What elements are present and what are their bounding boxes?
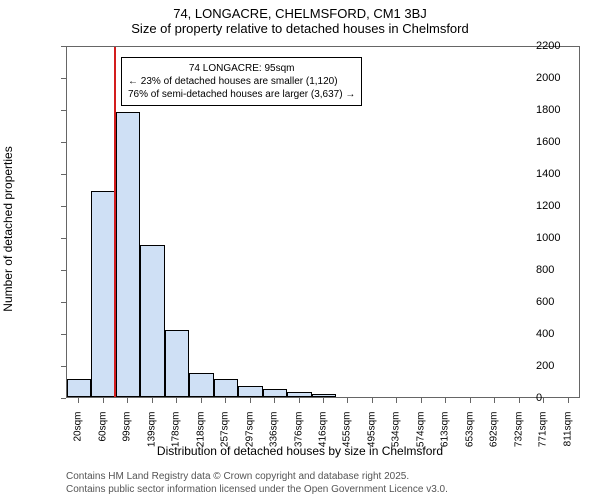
y-tick-label: 1000: [536, 232, 596, 244]
property-marker-line: [114, 47, 116, 397]
y-tick-label: 2000: [536, 72, 596, 84]
y-tick-label: 400: [536, 328, 596, 340]
x-tick-label: 495sqm: [366, 412, 377, 452]
x-tick-mark: [127, 398, 128, 403]
y-tick-label: 200: [536, 360, 596, 372]
y-tick-mark: [61, 46, 66, 47]
y-tick-label: 0: [536, 392, 596, 404]
x-tick-label: 376sqm: [293, 412, 304, 452]
annotation-line: 76% of semi-detached houses are larger (…: [128, 88, 355, 101]
plot-area: 74 LONGACRE: 95sqm← 23% of detached hous…: [66, 46, 580, 398]
x-tick-mark: [396, 398, 397, 403]
x-tick-mark: [372, 398, 373, 403]
chart-subtitle: Size of property relative to detached ho…: [0, 21, 600, 40]
histogram-bar: [165, 330, 189, 397]
histogram-bar: [67, 379, 91, 397]
x-tick-label: 60sqm: [97, 412, 108, 452]
y-tick-mark: [61, 366, 66, 367]
y-axis-label: Number of detached properties: [1, 139, 15, 319]
histogram-bar: [238, 386, 262, 397]
x-tick-mark: [225, 398, 226, 403]
x-tick-label: 534sqm: [391, 412, 402, 452]
x-tick-mark: [519, 398, 520, 403]
x-tick-label: 455sqm: [342, 412, 353, 452]
y-tick-mark: [61, 78, 66, 79]
histogram-bar: [214, 379, 238, 397]
histogram-bar: [140, 245, 164, 397]
histogram-bar: [116, 112, 140, 397]
x-tick-mark: [323, 398, 324, 403]
x-tick-label: 811sqm: [562, 412, 573, 452]
x-tick-mark: [250, 398, 251, 403]
y-tick-mark: [61, 270, 66, 271]
histogram-bar: [189, 373, 213, 397]
y-tick-mark: [61, 238, 66, 239]
y-tick-label: 2200: [536, 40, 596, 52]
y-tick-mark: [61, 174, 66, 175]
chart-title: 74, LONGACRE, CHELMSFORD, CM1 3BJ: [0, 0, 600, 21]
y-tick-label: 1200: [536, 200, 596, 212]
x-tick-label: 613sqm: [440, 412, 451, 452]
histogram-bar: [263, 389, 287, 397]
footer-line: Contains HM Land Registry data © Crown c…: [66, 470, 448, 483]
x-tick-label: 574sqm: [415, 412, 426, 452]
footer-attribution: Contains HM Land Registry data © Crown c…: [66, 470, 448, 496]
x-tick-mark: [274, 398, 275, 403]
x-tick-mark: [494, 398, 495, 403]
y-tick-label: 600: [536, 296, 596, 308]
y-tick-label: 1800: [536, 104, 596, 116]
x-tick-mark: [347, 398, 348, 403]
footer-line: Contains public sector information licen…: [66, 483, 448, 496]
x-tick-label: 20sqm: [73, 412, 84, 452]
x-tick-label: 416sqm: [318, 412, 329, 452]
histogram-bar: [287, 392, 311, 397]
annotation-box: 74 LONGACRE: 95sqm← 23% of detached hous…: [121, 57, 362, 106]
x-tick-mark: [201, 398, 202, 403]
y-tick-mark: [61, 334, 66, 335]
x-tick-label: 99sqm: [122, 412, 133, 452]
x-tick-label: 732sqm: [513, 412, 524, 452]
histogram-bar: [312, 394, 336, 397]
y-tick-mark: [61, 302, 66, 303]
annotation-line: ← 23% of detached houses are smaller (1,…: [128, 75, 355, 88]
x-tick-label: 771sqm: [538, 412, 549, 452]
annotation-line: 74 LONGACRE: 95sqm: [128, 62, 355, 75]
x-tick-mark: [176, 398, 177, 403]
x-tick-mark: [543, 398, 544, 403]
x-tick-mark: [568, 398, 569, 403]
histogram-bar: [91, 191, 115, 397]
y-tick-mark: [61, 142, 66, 143]
y-tick-mark: [61, 398, 66, 399]
x-tick-mark: [421, 398, 422, 403]
x-tick-label: 139sqm: [146, 412, 157, 452]
x-tick-label: 178sqm: [171, 412, 182, 452]
x-tick-mark: [445, 398, 446, 403]
y-tick-mark: [61, 206, 66, 207]
x-tick-label: 336sqm: [269, 412, 280, 452]
y-tick-label: 1400: [536, 168, 596, 180]
x-tick-label: 218sqm: [195, 412, 206, 452]
y-tick-label: 800: [536, 264, 596, 276]
x-tick-label: 653sqm: [464, 412, 475, 452]
chart-container: 74, LONGACRE, CHELMSFORD, CM1 3BJ Size o…: [0, 0, 600, 500]
y-tick-label: 1600: [536, 136, 596, 148]
x-tick-mark: [470, 398, 471, 403]
x-tick-label: 257sqm: [220, 412, 231, 452]
y-tick-mark: [61, 110, 66, 111]
x-tick-label: 297sqm: [244, 412, 255, 452]
x-tick-mark: [103, 398, 104, 403]
x-tick-mark: [152, 398, 153, 403]
x-tick-label: 692sqm: [489, 412, 500, 452]
x-tick-mark: [78, 398, 79, 403]
x-tick-mark: [299, 398, 300, 403]
